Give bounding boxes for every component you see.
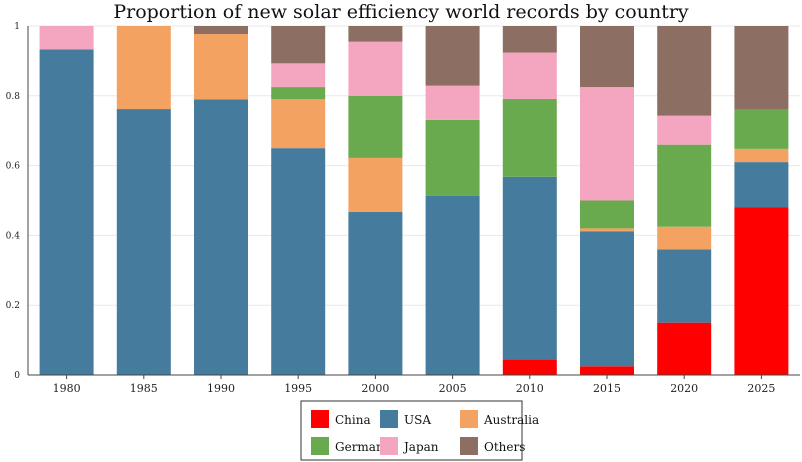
bar-segment-usa-1980 <box>39 49 94 376</box>
bar-segment-japan-1980 <box>39 26 94 50</box>
bar-segment-australia-2000 <box>348 157 403 213</box>
legend-label-germany: Germany <box>335 440 391 454</box>
x-tick-label: 1980 <box>53 382 81 395</box>
chart-title: Proportion of new solar efficiency world… <box>113 1 689 23</box>
bar-segment-japan-2010 <box>502 52 557 99</box>
legend-box <box>300 400 523 461</box>
y-tick-label: 1 <box>14 22 20 32</box>
bar-segment-others-1990 <box>194 26 248 35</box>
x-tick-label: 2015 <box>593 382 621 395</box>
bar-segment-germany-1995 <box>271 87 326 100</box>
x-tick-label: 1995 <box>284 382 312 395</box>
legend-swatch-germany <box>311 437 329 455</box>
legend-swatch-japan <box>380 437 398 455</box>
legend-label-china: China <box>335 413 371 427</box>
bar-segment-usa-1990 <box>194 99 248 375</box>
x-tick-label: 2025 <box>747 382 775 395</box>
y-tick-label: 0.2 <box>6 301 20 311</box>
bar-segment-germany-2005 <box>425 119 480 196</box>
bar-segment-japan-2015 <box>580 87 634 201</box>
bar-segment-australia-1985 <box>116 26 171 110</box>
bar-segment-germany-2000 <box>348 95 403 158</box>
bar-segment-usa-2020 <box>657 249 712 323</box>
x-tick-label: 1990 <box>207 382 235 395</box>
bar-segment-others-2000 <box>348 26 403 42</box>
bar-segment-germany-2020 <box>657 144 712 227</box>
y-tick-label: 0.8 <box>6 92 21 102</box>
bar-segment-china-2010 <box>502 359 557 375</box>
bar-segment-usa-2015 <box>580 231 634 367</box>
bar-segment-germany-2015 <box>580 200 634 229</box>
legend-swatch-others <box>460 437 478 455</box>
bar-segment-germany-2025 <box>734 109 789 149</box>
bar-segment-japan-2000 <box>348 41 403 96</box>
bar-segment-japan-2005 <box>425 85 480 120</box>
bar-segment-australia-2025 <box>734 148 789 163</box>
bar-segment-japan-2020 <box>657 115 712 145</box>
bars <box>39 26 789 376</box>
legend-label-usa: USA <box>404 413 431 427</box>
bar-segment-australia-2020 <box>657 226 712 250</box>
bar-segment-germany-2010 <box>502 98 557 177</box>
x-tick-label: 2000 <box>361 382 389 395</box>
legend-swatch-usa <box>380 410 398 428</box>
bar-segment-australia-1990 <box>194 34 248 100</box>
bar-segment-china-2020 <box>657 322 712 375</box>
bar-segment-others-2015 <box>580 26 634 88</box>
legend-label-others: Others <box>484 440 525 454</box>
bar-segment-others-2005 <box>425 26 480 86</box>
bar-segment-usa-1995 <box>271 148 326 375</box>
bar-segment-china-2025 <box>734 207 789 375</box>
bar-segment-australia-2015 <box>580 228 634 232</box>
bar-segment-china-2015 <box>580 366 634 375</box>
legend-label-australia: Australia <box>483 413 539 427</box>
legend-label-japan: Japan <box>402 440 439 454</box>
bar-segment-usa-2025 <box>734 162 789 208</box>
bar-segment-others-2020 <box>657 26 712 116</box>
bar-segment-others-1995 <box>271 26 326 64</box>
bar-segment-others-2025 <box>734 26 789 110</box>
axes: 0 0.2 0.4 0.6 0.8 1 1980 1985 1990 1995 2000 2005 20… <box>6 22 800 395</box>
x-tick-label: 2020 <box>670 382 698 395</box>
bar-segment-usa-2000 <box>348 212 403 375</box>
legend: China USA Australia Germany Japan Others <box>300 400 539 461</box>
y-tick-label: 0 <box>14 371 20 381</box>
bar-segment-japan-1995 <box>271 63 326 88</box>
x-tick-label: 1985 <box>130 382 158 395</box>
bar-segment-usa-1985 <box>116 109 171 375</box>
legend-swatch-china <box>311 410 329 428</box>
bar-segment-usa-2005 <box>425 195 480 375</box>
y-tick-label: 0.6 <box>6 162 21 172</box>
x-tick-label: 2010 <box>516 382 544 395</box>
legend-swatch-australia <box>460 410 478 428</box>
y-tick-label: 0.4 <box>6 231 21 241</box>
bar-segment-others-2010 <box>502 26 557 53</box>
bar-segment-australia-1995 <box>271 99 326 149</box>
bar-segment-usa-2010 <box>502 176 557 360</box>
x-tick-label: 2005 <box>439 382 467 395</box>
